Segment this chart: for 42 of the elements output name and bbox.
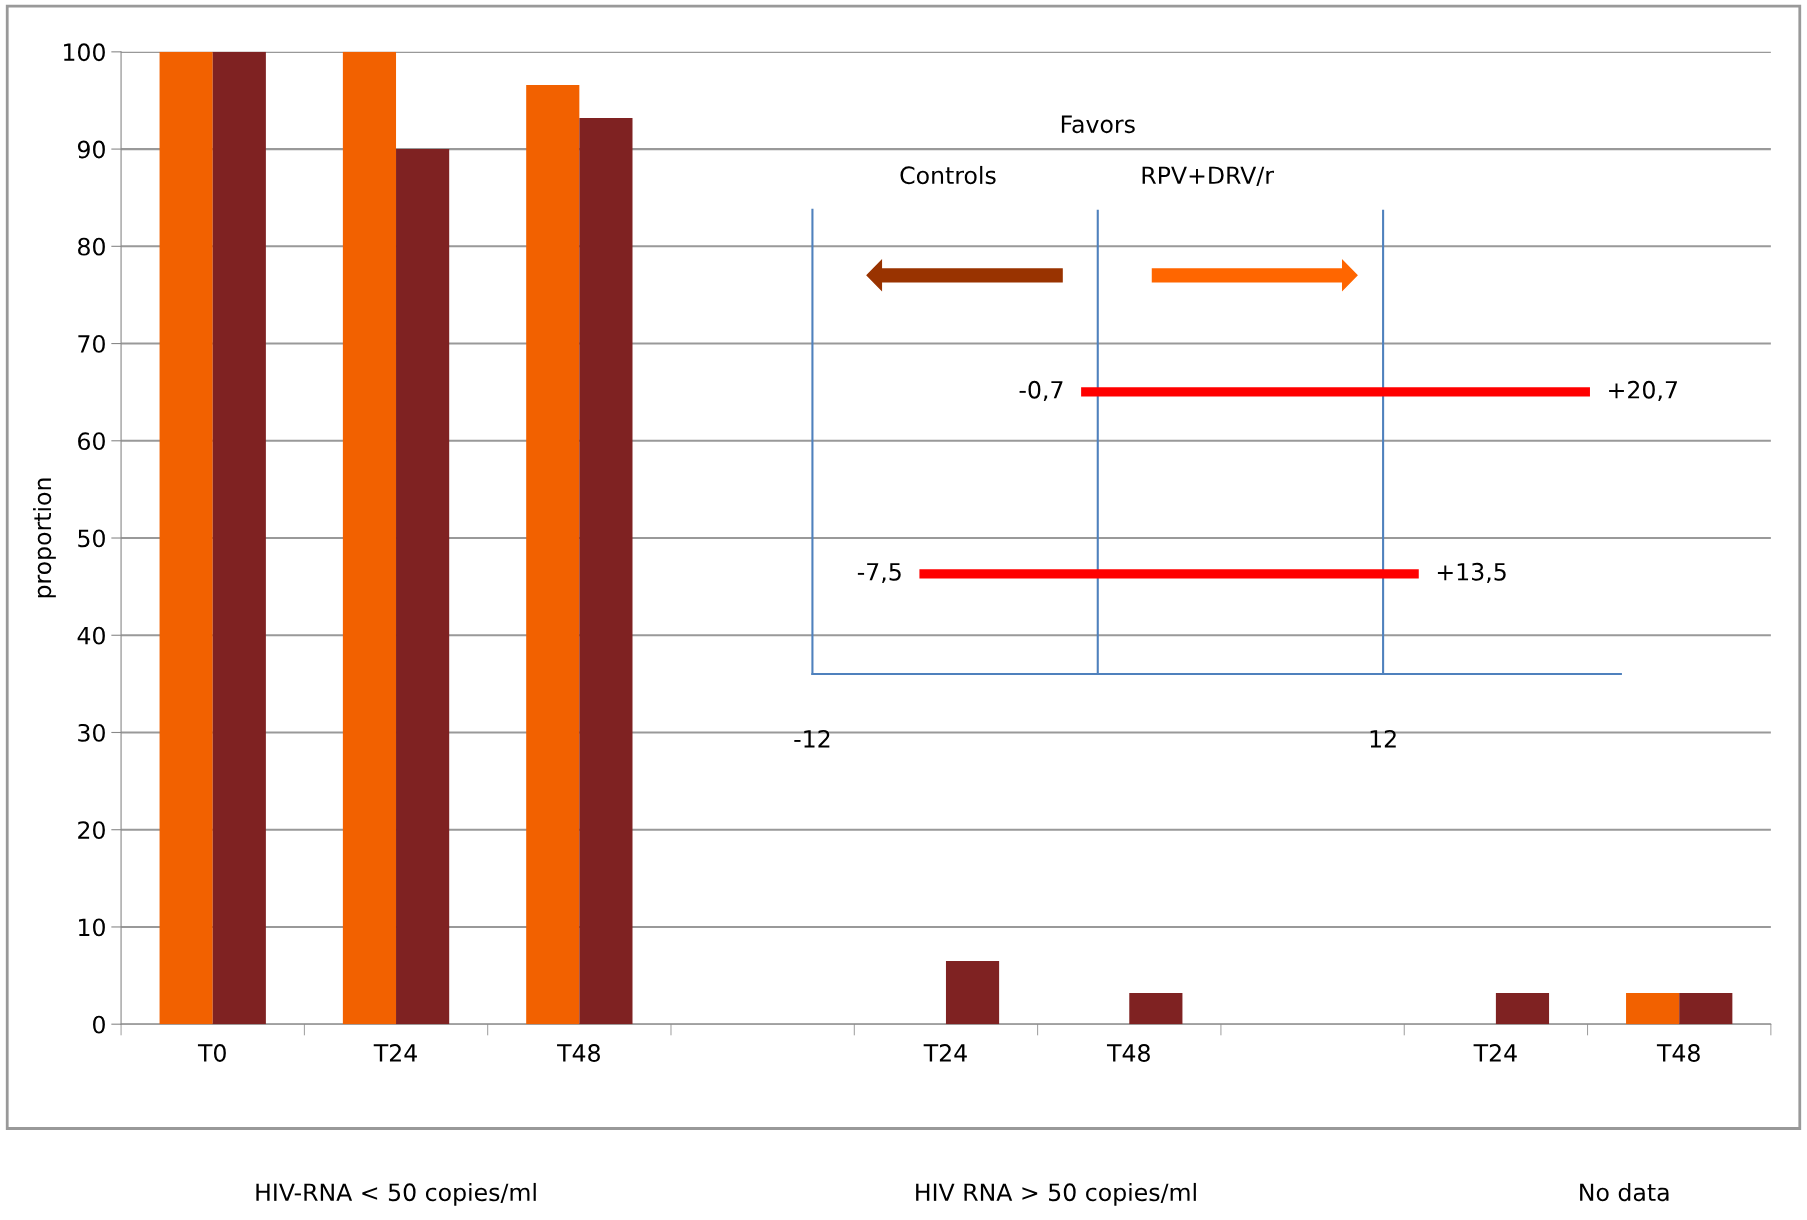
x-tick-label: 12 [1370,729,1396,748]
annotation: Favors [1061,115,1135,134]
y-tick-label: 80 [78,237,105,256]
y-tick-label: 60 [78,432,105,451]
text: No data [1580,1182,1669,1202]
bar [159,51,213,1025]
annotation: RPV+DRV/r [1142,166,1274,187]
y-tick-label: 100 [64,43,105,62]
y-tick-label: 20 [78,821,105,840]
x-tick-label: T48 [1106,1044,1150,1062]
annotation: -7,5 [857,563,901,584]
annotation: -0,7 [1019,380,1063,402]
bar [396,149,450,1025]
bar [1129,993,1183,1025]
x-tick-label: T0 [197,1044,226,1062]
annotation: +20,7 [1609,380,1677,402]
bar [1679,993,1733,1025]
x-tick-label: T48 [1656,1044,1700,1062]
text: HIV RNA > 50 copies/ml [916,1182,1196,1206]
bar [342,51,397,1025]
y-tick-label: 0 [93,1015,105,1034]
text: HIV-RNA < 50 copies/ml [256,1182,536,1206]
x-tick-label: T24 [373,1044,417,1062]
annotation: Controls [900,165,996,185]
x-tick-label: T24 [1473,1044,1517,1062]
x-tick-label: T24 [923,1044,967,1062]
y-tick-label: 70 [78,335,105,353]
y-tick-label: 90 [77,140,105,159]
bar [212,51,266,1025]
y-tick-label: 30 [78,723,105,742]
y-tick-label: 40 [77,626,105,645]
x-tick-label: T48 [557,1044,600,1062]
y-tick-label: 10 [79,918,105,937]
x-tick-label: -12 [794,729,830,748]
bar [1626,993,1680,1025]
bar [579,117,633,1025]
y-axis-title: proportion [33,478,56,598]
bar [526,84,580,1025]
bar [1495,993,1550,1025]
y-tick-label: 50 [78,529,105,548]
bar [945,960,1000,1025]
annotation: +13,5 [1437,562,1506,584]
